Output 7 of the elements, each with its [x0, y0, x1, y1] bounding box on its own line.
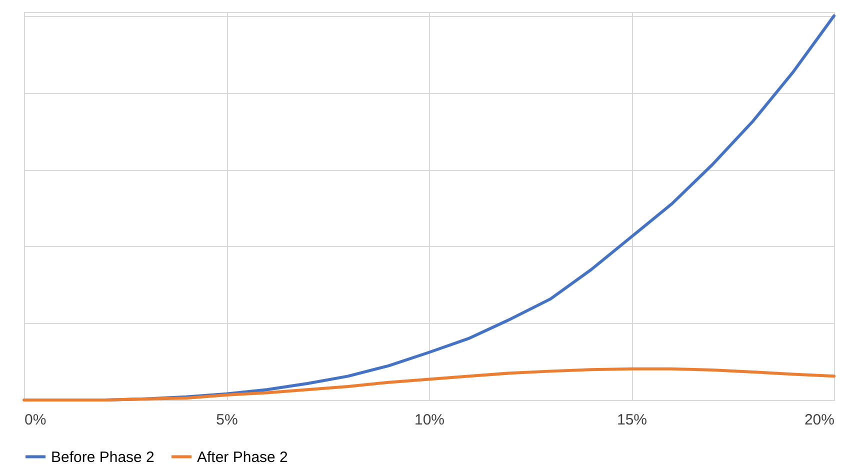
x-tick-label: 10%	[414, 412, 445, 428]
x-tick-label: 20%	[804, 412, 834, 428]
legend-label: After Phase 2	[197, 448, 288, 466]
x-tick-label: 0%	[24, 412, 46, 428]
x-tick-label: 5%	[216, 412, 238, 428]
x-tick-label: 15%	[616, 412, 648, 428]
legend-label: Before Phase 2	[51, 448, 154, 466]
